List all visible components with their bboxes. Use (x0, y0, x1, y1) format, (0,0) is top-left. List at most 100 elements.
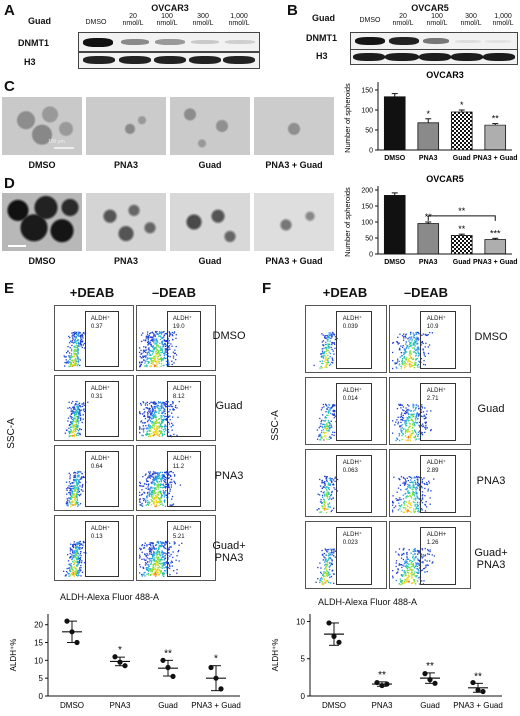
flow-event (146, 357, 149, 359)
flow-dot-cloud (139, 540, 183, 578)
flow-event (147, 435, 150, 438)
flow-e-col-nodeab: –DEAB (151, 285, 197, 300)
flow-event (152, 433, 154, 435)
flow-event (159, 490, 161, 492)
y-tick-label: 15 (34, 639, 43, 648)
flow-event (424, 364, 427, 366)
flow-event (403, 353, 405, 355)
flow-event (419, 501, 421, 504)
flow-event (323, 509, 325, 511)
flow-event (164, 343, 166, 346)
flow-event (411, 573, 413, 576)
flow-event (399, 478, 401, 481)
flow-event (417, 342, 419, 345)
flow-event (330, 426, 333, 428)
gate-label: ALDH⁺ 11.2 (172, 455, 193, 470)
flow-event (330, 407, 332, 410)
flow-event (399, 484, 402, 486)
flow-event (157, 493, 159, 495)
flow-event (406, 436, 408, 438)
flow-event (327, 412, 330, 414)
flow-event (171, 561, 174, 563)
flow-event (320, 353, 322, 355)
flow-event (72, 420, 74, 423)
category-label: DMSO (384, 155, 406, 162)
flow-event (334, 488, 336, 491)
flow-event (71, 335, 73, 337)
flow-event (418, 421, 421, 424)
data-point (331, 633, 337, 639)
flow-event (324, 419, 327, 422)
flow-event (75, 344, 77, 346)
flow-event (81, 341, 83, 343)
flow-event (400, 581, 402, 583)
flow-event (417, 433, 420, 436)
flow-event (408, 419, 411, 422)
flow-event (421, 495, 423, 497)
flow-event (79, 359, 81, 361)
flow-event (405, 424, 408, 427)
flow-event (403, 547, 405, 550)
flow-event (75, 567, 77, 569)
flow-event (420, 508, 423, 510)
flow-event (143, 491, 145, 493)
chart-title: OVCAR3 (426, 70, 464, 80)
flow-event (80, 477, 82, 479)
flow-event (404, 358, 407, 360)
significance-mark: ** (378, 670, 386, 681)
flow-event (417, 415, 420, 417)
flow-event (405, 429, 408, 432)
flow-event (334, 480, 336, 483)
flow-event (142, 566, 144, 568)
flow-event (401, 579, 404, 582)
flow-event (417, 572, 420, 574)
flow-event (73, 559, 75, 561)
flow-event (324, 507, 326, 510)
flow-event (72, 361, 75, 363)
flow-event (162, 331, 164, 333)
flow-event (335, 420, 337, 423)
flow-event (149, 488, 151, 490)
flow-event (409, 494, 411, 497)
flow-event (70, 428, 72, 431)
flow-event (412, 487, 414, 489)
flow-event (148, 543, 150, 546)
flow-event (327, 548, 329, 551)
flow-event (175, 334, 177, 336)
flow-event (72, 560, 74, 563)
flow-event (150, 428, 152, 430)
flow-event (161, 341, 163, 343)
flow-event (168, 471, 170, 473)
flow-event (153, 424, 155, 426)
flow-event (403, 572, 405, 574)
flow-event (416, 435, 419, 437)
flow-event (154, 364, 156, 366)
flow-event (160, 365, 162, 367)
data-point (74, 639, 80, 646)
flow-event (172, 408, 174, 411)
flow-event (409, 484, 411, 487)
flow-event (70, 417, 72, 419)
flow-event (409, 487, 411, 489)
flow-event (156, 422, 159, 424)
flow-event (415, 486, 418, 488)
flow-event (163, 419, 165, 422)
flow-event (149, 410, 152, 412)
flow-event (332, 410, 334, 412)
flow-event (79, 410, 81, 413)
flow-event (72, 496, 74, 498)
flow-event (70, 408, 72, 410)
flow-event (323, 435, 326, 437)
flow-event (81, 403, 83, 405)
flow-event (414, 479, 416, 482)
flow-event (410, 495, 412, 497)
flow-event (155, 501, 157, 503)
flow-event (152, 497, 154, 500)
flow-event (65, 356, 67, 358)
flow-event (156, 425, 158, 427)
flow-event (415, 508, 417, 510)
flow-event (411, 426, 414, 429)
flow-event (73, 336, 76, 338)
flow-event (414, 487, 416, 489)
flow-event (411, 575, 413, 577)
